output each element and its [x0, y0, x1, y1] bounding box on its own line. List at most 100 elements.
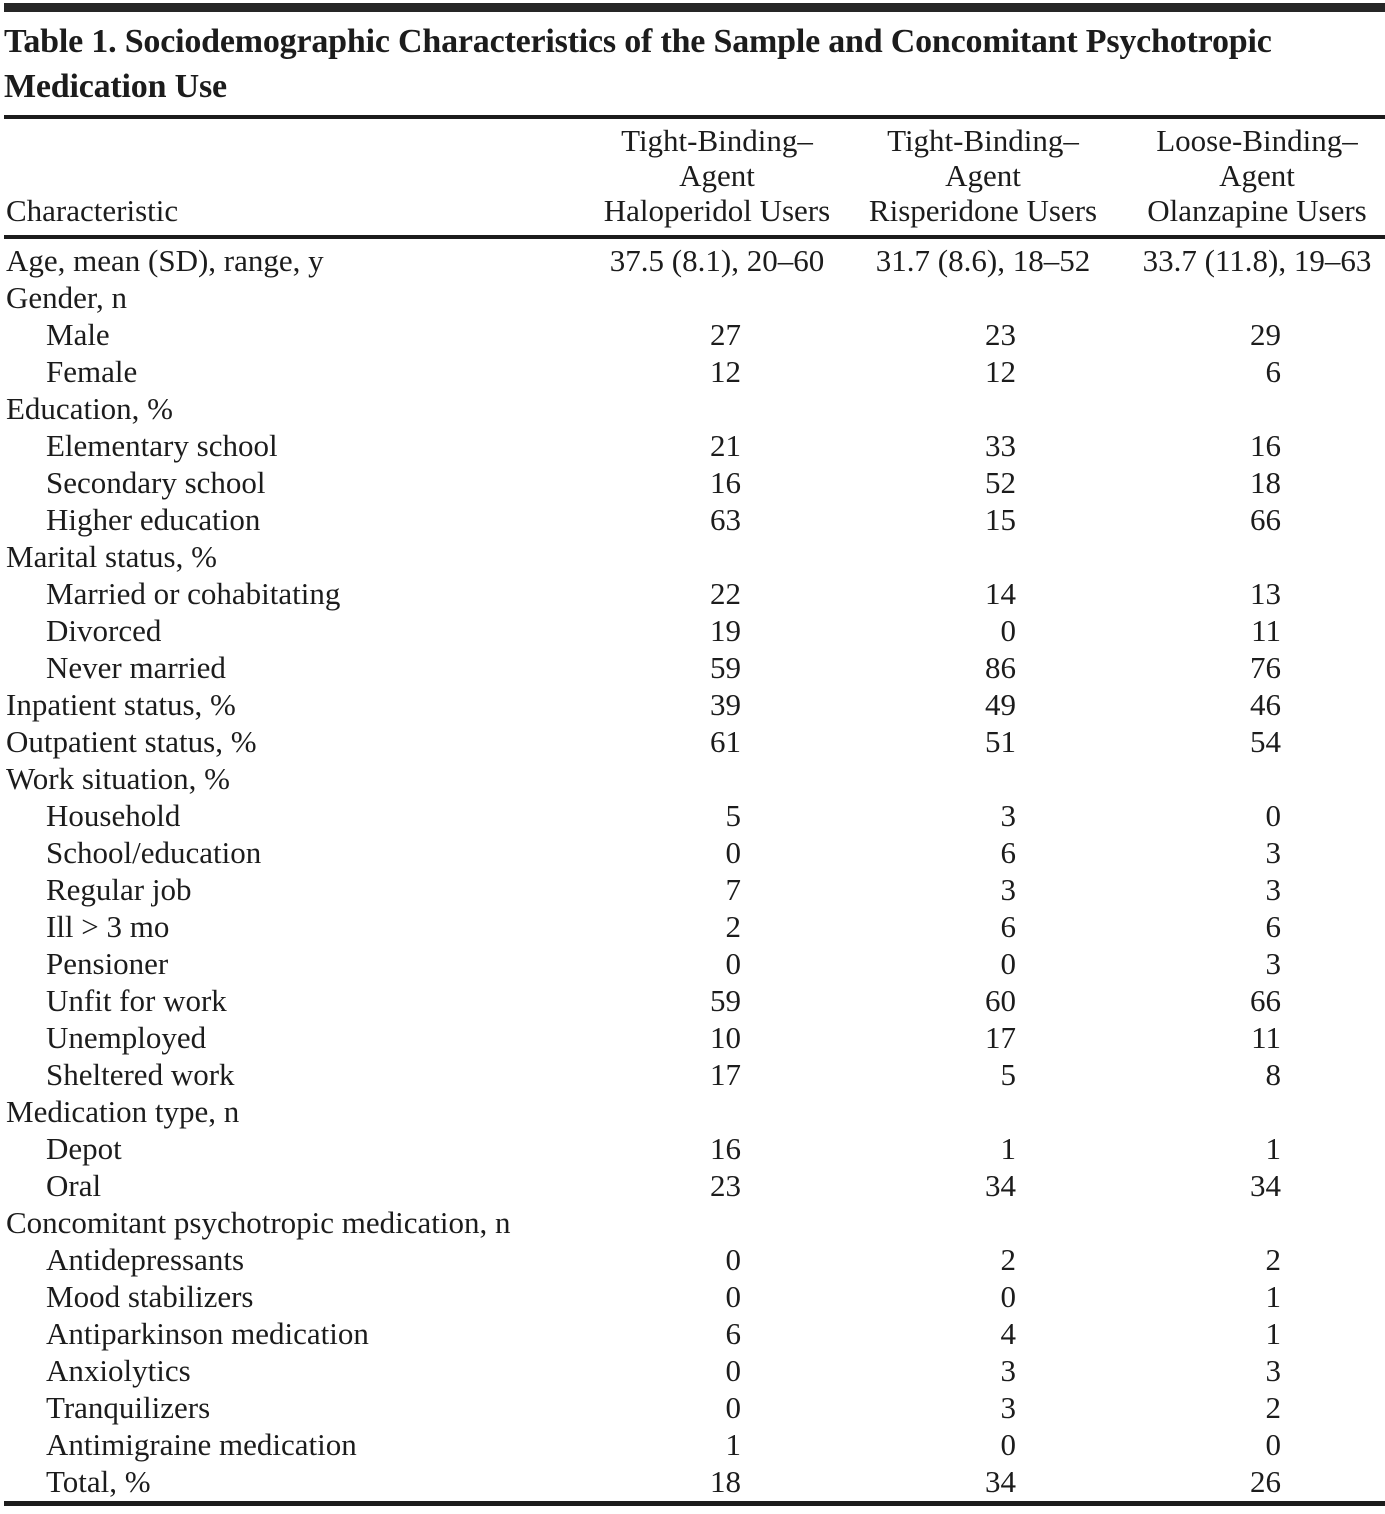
table-row: Female 12 12 6 [4, 353, 1385, 390]
value-number: 29 [1250, 317, 1281, 352]
table-row: Depot 16 1 1 [4, 1130, 1385, 1167]
value-number: 2 [725, 909, 742, 944]
value-number: 3 [1000, 798, 1017, 833]
value-number: 46 [1250, 687, 1281, 722]
value-number: 2 [1000, 1242, 1017, 1277]
cell-value: 3 [837, 871, 1129, 908]
cell-value: 21 [597, 427, 837, 464]
cell-value: 16 [1129, 427, 1385, 464]
cell-value: 3 [1129, 1352, 1385, 1389]
cell-value [837, 1093, 1129, 1130]
cell-value [1129, 1093, 1385, 1130]
cell-value: 52 [837, 464, 1129, 501]
cell-value: 18 [597, 1463, 837, 1500]
cell-value: 1 [1129, 1278, 1385, 1315]
cell-value: 15 [837, 501, 1129, 538]
value-number: 0 [1265, 1427, 1282, 1462]
value-number: 26 [1250, 1464, 1281, 1499]
value-number: 6 [725, 1316, 742, 1351]
table-row: Work situation, % [4, 760, 1385, 797]
cell-value: 59 [597, 982, 837, 1019]
value-number: 5 [725, 798, 742, 833]
value-number: 19 [710, 613, 741, 648]
cell-value: 61 [597, 723, 837, 760]
row-label: Married or cohabitating [46, 576, 341, 611]
cell-value: 0 [837, 1426, 1129, 1463]
cell-value: 11 [1129, 612, 1385, 649]
table-row: Gender, n [4, 279, 1385, 316]
value-number: 1 [1265, 1131, 1282, 1166]
cell-value: 0 [597, 1241, 837, 1278]
table-row: Secondary school 16 52 18 [4, 464, 1385, 501]
table-body: Age, mean (SD), range, y 37.5 (8.1), 20–6… [4, 239, 1385, 1500]
table-row: Education, % [4, 390, 1385, 427]
cell-value: 3 [837, 1352, 1129, 1389]
cell-value: 66 [1129, 982, 1385, 1019]
cell-value: 12 [597, 353, 837, 390]
value-number: 49 [985, 687, 1016, 722]
table-row: Tranquilizers 0 3 2 [4, 1389, 1385, 1426]
value-number: 33 [985, 428, 1016, 463]
value-number: 22 [710, 576, 741, 611]
value-number: 11 [1251, 613, 1281, 648]
value-number: 52 [985, 465, 1016, 500]
cell-value: 33 [837, 427, 1129, 464]
row-label: Total, % [46, 1464, 151, 1499]
value-number: 6 [1265, 354, 1282, 389]
value-number: 59 [710, 983, 741, 1018]
value-number: 23 [985, 317, 1016, 352]
header-rule [4, 235, 1385, 239]
cell-value: 18 [1129, 464, 1385, 501]
table-row: Mood stabilizers 0 0 1 [4, 1278, 1385, 1315]
cell-value: 34 [1129, 1167, 1385, 1204]
cell-value: 59 [597, 649, 837, 686]
value-number: 11 [1251, 1020, 1281, 1055]
cell-value: 3 [1129, 945, 1385, 982]
value-number: 6 [1000, 835, 1017, 870]
cell-value: 1 [597, 1426, 837, 1463]
cell-value: 0 [597, 1389, 837, 1426]
cell-value [597, 760, 837, 797]
table-row: Unemployed 10 17 11 [4, 1019, 1385, 1056]
value-number: 3 [1265, 1353, 1282, 1388]
value-number: 3 [1000, 1353, 1017, 1388]
value-number: 0 [1000, 946, 1017, 981]
value-number: 21 [710, 428, 741, 463]
cell-value [597, 279, 837, 316]
cell-value [597, 390, 837, 427]
value-number: 34 [1250, 1168, 1281, 1203]
table-row: Elementary school 21 33 16 [4, 427, 1385, 464]
row-label: Divorced [46, 613, 162, 648]
cell-value: 4 [837, 1315, 1129, 1352]
cell-value: 76 [1129, 649, 1385, 686]
cell-value: 0 [837, 612, 1129, 649]
row-label: Outpatient status, % [6, 724, 257, 759]
cell-value: 2 [837, 1241, 1129, 1278]
value-number: 17 [710, 1057, 741, 1092]
row-label: Inpatient status, % [6, 687, 236, 722]
value-number: 76 [1250, 650, 1281, 685]
value-number: 18 [1250, 465, 1281, 500]
row-label: Unemployed [46, 1020, 207, 1055]
table-row: Antiparkinson medication 6 4 1 [4, 1315, 1385, 1352]
value-number: 3 [1265, 835, 1282, 870]
row-group-label: Concomitant psychotropic medication, n [6, 1205, 511, 1240]
row-group-label: Work situation, % [6, 761, 230, 796]
cell-value: 0 [597, 1352, 837, 1389]
table-row: Unfit for work 59 60 66 [4, 982, 1385, 1019]
cell-value: 0 [597, 1278, 837, 1315]
table-row: Male 27 23 29 [4, 316, 1385, 353]
cell-value: 0 [597, 834, 837, 871]
cell-value [837, 538, 1129, 575]
value-number: 0 [1265, 798, 1282, 833]
value-number: 17 [985, 1020, 1016, 1055]
cell-value [597, 1093, 837, 1130]
row-label: Depot [46, 1131, 122, 1166]
row-label: Ill > 3 mo [46, 909, 170, 944]
table-figure: Table 1. Sociodemographic Characteristic… [0, 3, 1385, 1506]
row-label: Elementary school [46, 428, 278, 463]
table-row: Marital status, % [4, 538, 1385, 575]
cell-value: 17 [837, 1019, 1129, 1056]
value-number: 0 [725, 1242, 742, 1277]
cell-value: 39 [597, 686, 837, 723]
